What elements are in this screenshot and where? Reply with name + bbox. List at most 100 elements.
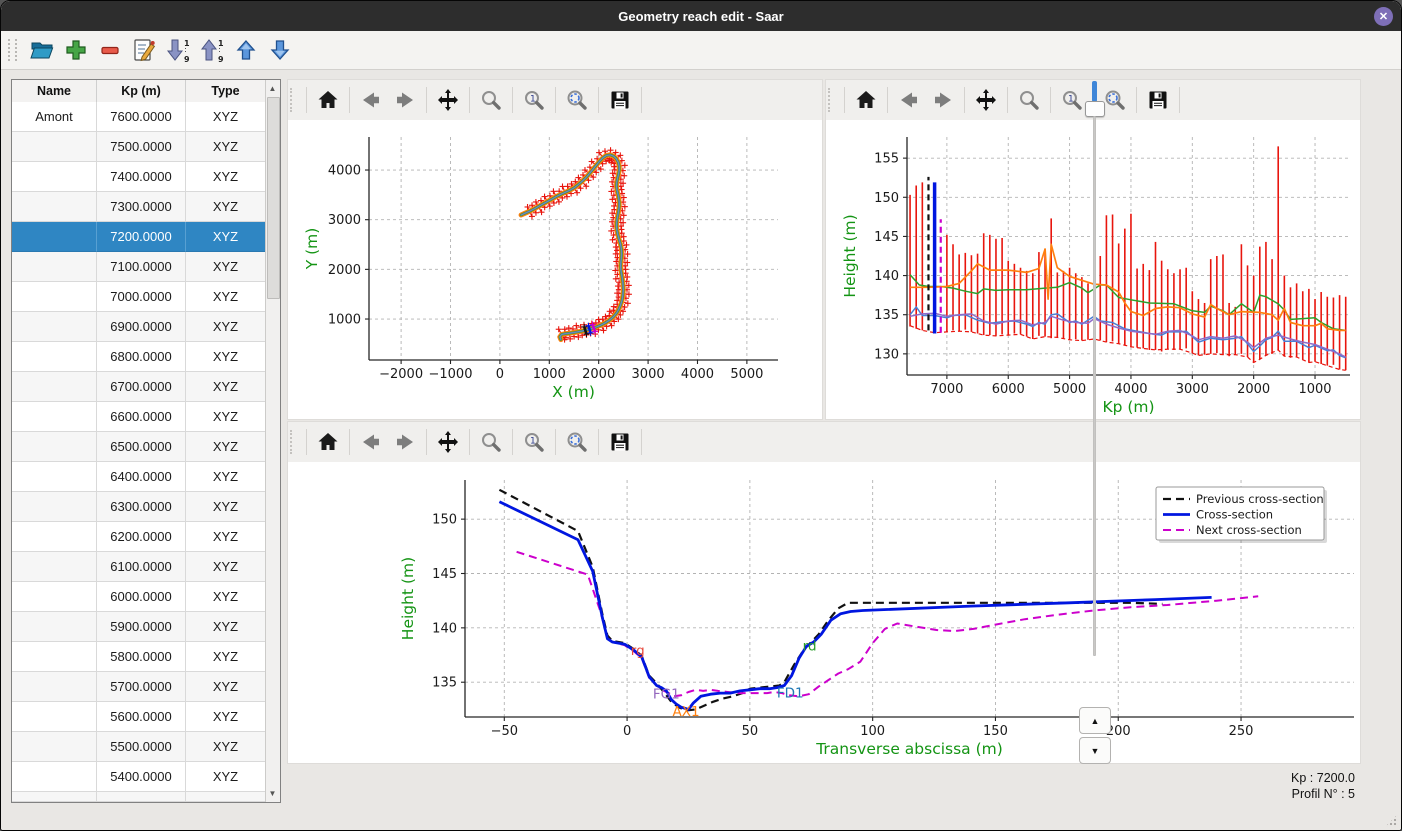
plot-toolbar-drag-handle[interactable] <box>828 88 834 112</box>
minus-icon <box>101 46 119 55</box>
longitudinal-plot-canvas[interactable]: 7000 6000 5000 4000 3000 2000 1000 130 135 140 145… <box>826 120 1360 419</box>
home-button[interactable] <box>313 85 343 115</box>
scrollbar-thumb[interactable] <box>267 97 280 299</box>
zoom-fit-button[interactable] <box>562 427 592 457</box>
forward-button[interactable] <box>390 85 420 115</box>
cross-section-plot-canvas[interactable]: −50 0 50 100 150 200 250135140145150Transverse… <box>288 462 1360 763</box>
plan-plot-area[interactable]: −2000 −1000 0 1000 2000 3000 4000 5000 1000 2000 3… <box>288 120 822 419</box>
forward-arrow-icon <box>935 92 951 108</box>
close-button[interactable]: ✕ <box>1374 7 1393 26</box>
zoom-fit-button[interactable] <box>562 85 592 115</box>
table-row[interactable]: 7500.0000 XYZ <box>12 132 266 162</box>
add-profile-button[interactable] <box>62 36 90 64</box>
cell-name <box>12 492 97 522</box>
back-button[interactable] <box>356 427 386 457</box>
svg-text:140: 140 <box>874 269 899 284</box>
table-row[interactable]: 5500.0000 XYZ <box>12 732 266 762</box>
zoom-fit-button[interactable] <box>1100 85 1130 115</box>
table-row[interactable]: 7000.0000 XYZ <box>12 282 266 312</box>
previous-profile-button[interactable]: ▲ <box>1079 707 1111 734</box>
plot-toolbar-drag-handle[interactable] <box>290 88 296 112</box>
save-button[interactable] <box>1143 85 1173 115</box>
svg-text:−1000: −1000 <box>429 367 473 382</box>
table-row[interactable]: 6900.0000 XYZ <box>12 312 266 342</box>
home-button[interactable] <box>851 85 881 115</box>
remove-profile-button[interactable] <box>96 36 124 64</box>
plot-toolbar-drag-handle[interactable] <box>290 430 296 454</box>
profile-slider-handle[interactable] <box>1085 101 1105 117</box>
table-row[interactable]: 6100.0000 XYZ <box>12 552 266 582</box>
forward-button[interactable] <box>390 427 420 457</box>
move-up-button[interactable] <box>232 36 260 64</box>
cell-kp: 6700.0000 <box>97 372 186 402</box>
plan-plot-canvas[interactable]: −2000 −1000 0 1000 2000 3000 4000 5000 1000 2000 3… <box>288 120 822 419</box>
cell-kp: 5500.0000 <box>97 732 186 762</box>
table-row[interactable]: 7300.0000 XYZ <box>12 192 266 222</box>
move-down-button[interactable] <box>266 36 294 64</box>
table-row[interactable]: 5600.0000 XYZ <box>12 702 266 732</box>
table-row[interactable]: 6700.0000 XYZ <box>12 372 266 402</box>
table-row[interactable]: 5800.0000 XYZ <box>12 642 266 672</box>
zoom-button[interactable] <box>1014 85 1044 115</box>
column-header-name[interactable]: Name <box>12 80 97 102</box>
zoom-button[interactable] <box>476 427 506 457</box>
open-button[interactable] <box>28 36 56 64</box>
table-row[interactable]: 6600.0000 XYZ <box>12 402 266 432</box>
pan-button[interactable] <box>971 85 1001 115</box>
table-row[interactable]: 5400.0000 XYZ <box>12 762 266 792</box>
table-row[interactable]: 7100.0000 XYZ <box>12 252 266 282</box>
cross-section-plot-toolbar: 1 <box>288 422 1360 462</box>
svg-text:7000: 7000 <box>930 382 963 397</box>
forward-button[interactable] <box>928 85 958 115</box>
sort-ascending-button[interactable]: 1 9 <box>198 36 226 64</box>
table-scrollbar[interactable]: ▲ ▼ <box>265 80 280 802</box>
svg-text:rd: rd <box>803 639 817 655</box>
resize-grip[interactable] <box>1385 814 1398 827</box>
save-button[interactable] <box>605 427 635 457</box>
table-row[interactable]: 7400.0000 XYZ <box>12 162 266 192</box>
scroll-up-icon[interactable]: ▲ <box>268 84 277 93</box>
back-button[interactable] <box>894 85 924 115</box>
cross-section-plot-area[interactable]: −50 0 50 100 150 200 250 135 140 145 150 Transverse… <box>288 462 1360 763</box>
zoom-original-button[interactable]: 1 <box>519 427 549 457</box>
save-button[interactable] <box>605 85 635 115</box>
sort-descending-button[interactable]: 1 9 <box>164 36 192 64</box>
table-row[interactable]: 6000.0000 XYZ <box>12 582 266 612</box>
table-row[interactable]: 7200.0000 XYZ <box>12 222 266 252</box>
svg-text:4000: 4000 <box>328 164 361 179</box>
table-row[interactable]: 6200.0000 XYZ <box>12 522 266 552</box>
titlebar[interactable]: Geometry reach edit - Saar ✕ <box>1 1 1401 31</box>
main-content: Name Kp (m) Type Amont 7600.0000 XYZ 7500.0… <box>1 70 1401 830</box>
profile-slider-track[interactable] <box>1092 81 1097 102</box>
scroll-down-icon[interactable]: ▼ <box>268 789 277 798</box>
table-row[interactable]: 6300.0000 XYZ <box>12 492 266 522</box>
cell-kp: 7000.0000 <box>97 282 186 312</box>
zoom-original-button[interactable]: 1 <box>519 85 549 115</box>
column-header-type[interactable]: Type <box>186 80 266 102</box>
back-arrow-icon <box>901 92 917 108</box>
profile-slider-groove[interactable] <box>1093 116 1096 656</box>
next-profile-button[interactable]: ▼ <box>1079 737 1111 764</box>
column-header-kp[interactable]: Kp (m) <box>97 80 186 102</box>
separator <box>512 87 513 113</box>
zoom-original-icon: 1 <box>525 433 544 452</box>
svg-text:Transverse abscissa (m): Transverse abscissa (m) <box>815 740 1003 758</box>
table-row[interactable]: Amont 7600.0000 XYZ <box>12 102 266 132</box>
edit-profile-button[interactable] <box>130 36 158 64</box>
table-row[interactable]: 6500.0000 XYZ <box>12 432 266 462</box>
toolbar-drag-handle[interactable] <box>8 39 17 61</box>
table-row[interactable]: 6800.0000 XYZ <box>12 342 266 372</box>
table-row[interactable]: 6400.0000 XYZ <box>12 462 266 492</box>
table-row[interactable]: 5700.0000 XYZ <box>12 672 266 702</box>
back-button[interactable] <box>356 85 386 115</box>
cell-name <box>12 552 97 582</box>
pan-button[interactable] <box>433 85 463 115</box>
table-row[interactable]: 5900.0000 XYZ <box>12 612 266 642</box>
cell-kp: 6300.0000 <box>97 492 186 522</box>
home-button[interactable] <box>313 427 343 457</box>
pan-button[interactable] <box>433 427 463 457</box>
zoom-original-button[interactable]: 1 <box>1057 85 1087 115</box>
zoom-button[interactable] <box>476 85 506 115</box>
separator <box>555 87 556 113</box>
cell-name <box>12 642 97 672</box>
